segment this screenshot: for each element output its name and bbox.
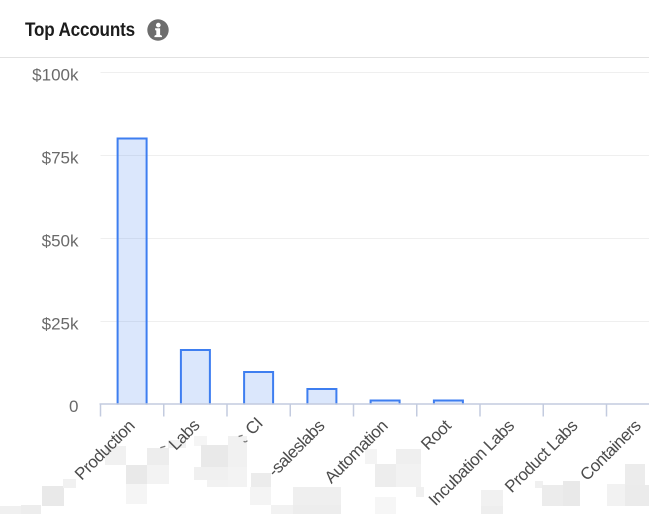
svg-text:CI: CI <box>242 414 267 439</box>
svg-text:Labs: Labs <box>165 416 203 454</box>
svg-text:$75k: $75k <box>42 149 79 168</box>
svg-text:0: 0 <box>69 397 78 416</box>
svg-text:-saleslabs: -saleslabs <box>264 416 328 480</box>
svg-text:$100k: $100k <box>32 66 79 85</box>
svg-text:$25k: $25k <box>42 315 79 334</box>
svg-text:$50k: $50k <box>42 232 79 251</box>
svg-text:Root: Root <box>417 416 455 454</box>
